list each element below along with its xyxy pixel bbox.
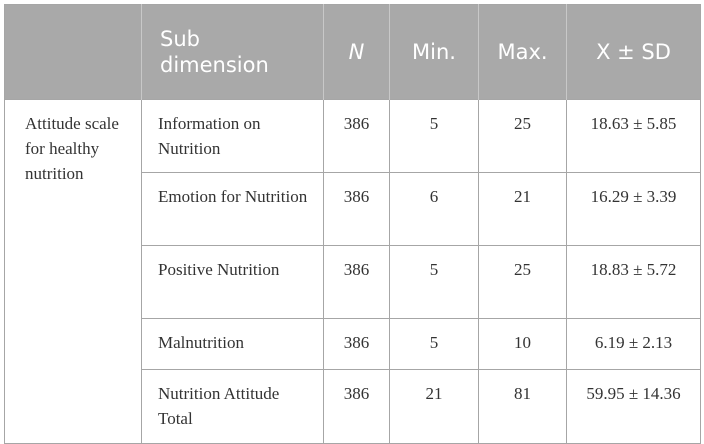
statistics-table: Sub dimension N Min. Max. X ± SD Attitud… [4,4,701,444]
table-row: Malnutrition 386 5 10 6.19 ± 2.13 [5,318,701,370]
sub-dimension-cell: Positive Nutrition [141,245,324,319]
max-cell: 10 [478,318,567,370]
sub-dimension-cell: Nutrition Attitude Total [141,369,324,444]
max-cell: 21 [478,172,567,246]
n-cell: 386 [323,369,390,444]
table-row: Emotion for Nutrition 386 6 21 16.29 ± 3… [5,172,701,246]
min-cell: 5 [389,318,479,370]
n-cell: 386 [323,245,390,319]
header-mean-sd: X ± SD [566,4,701,100]
header-blank [4,4,142,100]
group-label-cell: Attitude scale for healthy nutrition [4,99,142,444]
header-max: Max. [478,4,567,100]
min-cell: 5 [389,245,479,319]
header-n: N [323,4,390,100]
max-cell: 25 [478,99,567,173]
min-cell: 5 [389,99,479,173]
n-cell: 386 [323,99,390,173]
table-row: Positive Nutrition 386 5 25 18.83 ± 5.72 [5,245,701,319]
header-min: Min. [389,4,479,100]
table-header: Sub dimension N Min. Max. X ± SD [4,4,701,100]
header-sub-dimension: Sub dimension [141,4,324,100]
n-cell: 386 [323,172,390,246]
sub-dimension-cell: Malnutrition [141,318,324,370]
min-cell: 21 [389,369,479,444]
min-cell: 6 [389,172,479,246]
n-cell: 386 [323,318,390,370]
mean-sd-cell: 6.19 ± 2.13 [566,318,701,370]
mean-sd-cell: 18.83 ± 5.72 [566,245,701,319]
mean-sd-cell: 59.95 ± 14.36 [566,369,701,444]
max-cell: 81 [478,369,567,444]
mean-sd-cell: 18.63 ± 5.85 [566,99,701,173]
table-row: Attitude scale for healthy nutrition Inf… [4,99,701,444]
sub-dimension-cell: Emotion for Nutrition [141,172,324,246]
header-row: Sub dimension N Min. Max. X ± SD [4,4,701,100]
max-cell: 25 [478,245,567,319]
mean-sd-cell: 16.29 ± 3.39 [566,172,701,246]
sub-dimension-cell: Information on Nutrition [141,99,324,173]
table-body: Attitude scale for healthy nutrition Inf… [4,99,701,444]
